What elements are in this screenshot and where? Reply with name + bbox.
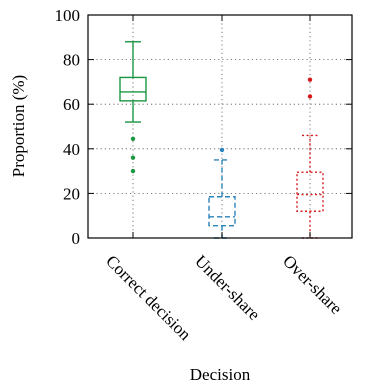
- box-iqr: [208, 196, 236, 227]
- y-tick-label: 60: [63, 95, 80, 114]
- y-tick-label: 80: [63, 51, 80, 70]
- y-tick-label: 20: [63, 184, 80, 203]
- outlier-point: [219, 147, 225, 153]
- y-tick-label: 0: [72, 229, 81, 248]
- x-tick-label: Over-share: [279, 251, 346, 318]
- outlier-point: [130, 136, 136, 141]
- box-over-share: [296, 77, 324, 239]
- x-tick-label: Under-share: [191, 251, 264, 324]
- x-axis-title: Decision: [190, 365, 251, 384]
- y-axis-title: Proportion (%): [9, 75, 28, 177]
- box-correct-decision: [119, 41, 147, 174]
- outlier-point: [307, 94, 313, 99]
- box-iqr: [296, 171, 324, 212]
- x-tick-label: Correct decision: [102, 251, 195, 344]
- outlier-point: [307, 77, 313, 82]
- plot-frame: [87, 14, 353, 239]
- outlier-point: [130, 155, 136, 160]
- grid-lines: [88, 15, 352, 238]
- y-tick-label: 40: [63, 140, 80, 159]
- y-tick-label: 100: [55, 6, 81, 25]
- box-under-share: [208, 147, 236, 239]
- box-iqr: [119, 76, 147, 102]
- box-series: [119, 41, 324, 239]
- outlier-point: [130, 168, 136, 174]
